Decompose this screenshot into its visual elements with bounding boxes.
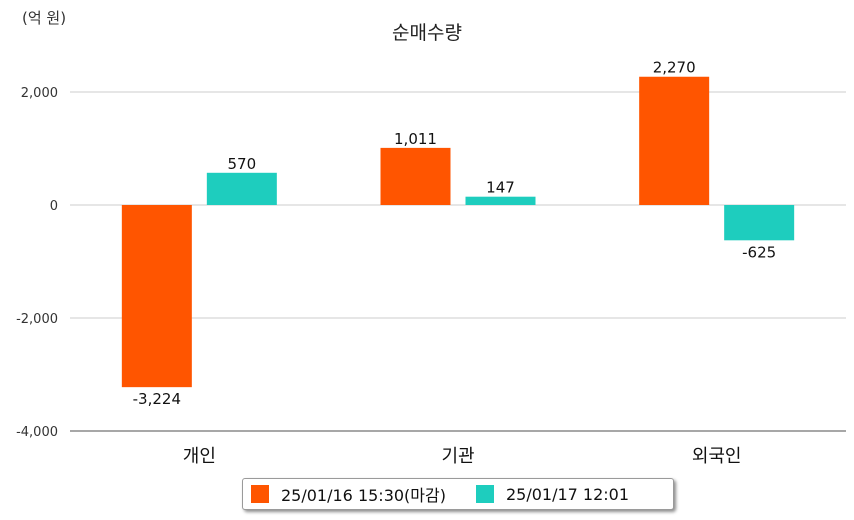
y-tick-label: -2,000 (16, 312, 58, 327)
bar-외국인-series-1[interactable] (639, 76, 710, 206)
data-label: -3,224 (133, 390, 181, 408)
gridlines (70, 91, 846, 432)
legend: 25/01/16 15:30(마감) 25/01/17 12:01 (242, 478, 674, 510)
bar-chart: 2,000 0 -2,000 -4,000 -3,224 570 1,011 147 2,27… (16, 59, 846, 467)
x-tick-label: 기관 (441, 446, 474, 467)
x-axis-ticks: 개인 기관 외국인 (183, 446, 742, 467)
bar-기관-series-2[interactable] (465, 196, 536, 205)
unit-label: (억 원) (22, 9, 67, 27)
bar-개인-series-2[interactable] (206, 172, 277, 205)
legend-label-series-2: 25/01/17 12:01 (505, 484, 630, 504)
bar-개인-series-1[interactable] (121, 205, 192, 388)
legend-swatch-series-1 (251, 485, 269, 503)
y-tick-label: -4,000 (16, 425, 58, 440)
bar-외국인-series-2[interactable] (724, 205, 795, 241)
data-label: 147 (486, 179, 515, 197)
data-label: 2,270 (653, 59, 696, 77)
legend-item-series-2[interactable]: 25/01/17 12:01 (475, 484, 630, 504)
x-tick-label: 개인 (183, 446, 216, 467)
y-tick-label: 2,000 (21, 86, 58, 101)
chart-title: 순매수량 (392, 22, 462, 44)
legend-item-series-1[interactable]: 25/01/16 15:30(마감) (251, 482, 446, 506)
bar-기관-series-1[interactable] (380, 147, 451, 205)
legend-label-series-1: 25/01/16 15:30(마감) (281, 486, 446, 505)
y-axis-ticks: 2,000 0 -2,000 -4,000 (16, 86, 58, 440)
data-label: -625 (742, 243, 776, 261)
data-labels: -3,224 570 1,011 147 2,270 -625 (133, 59, 777, 408)
x-tick-label: 외국인 (692, 446, 742, 467)
y-tick-label: 0 (50, 199, 58, 214)
bars (121, 76, 795, 388)
data-label: 1,011 (394, 130, 437, 148)
data-label: 570 (228, 155, 257, 173)
legend-swatch-series-2 (475, 485, 494, 503)
